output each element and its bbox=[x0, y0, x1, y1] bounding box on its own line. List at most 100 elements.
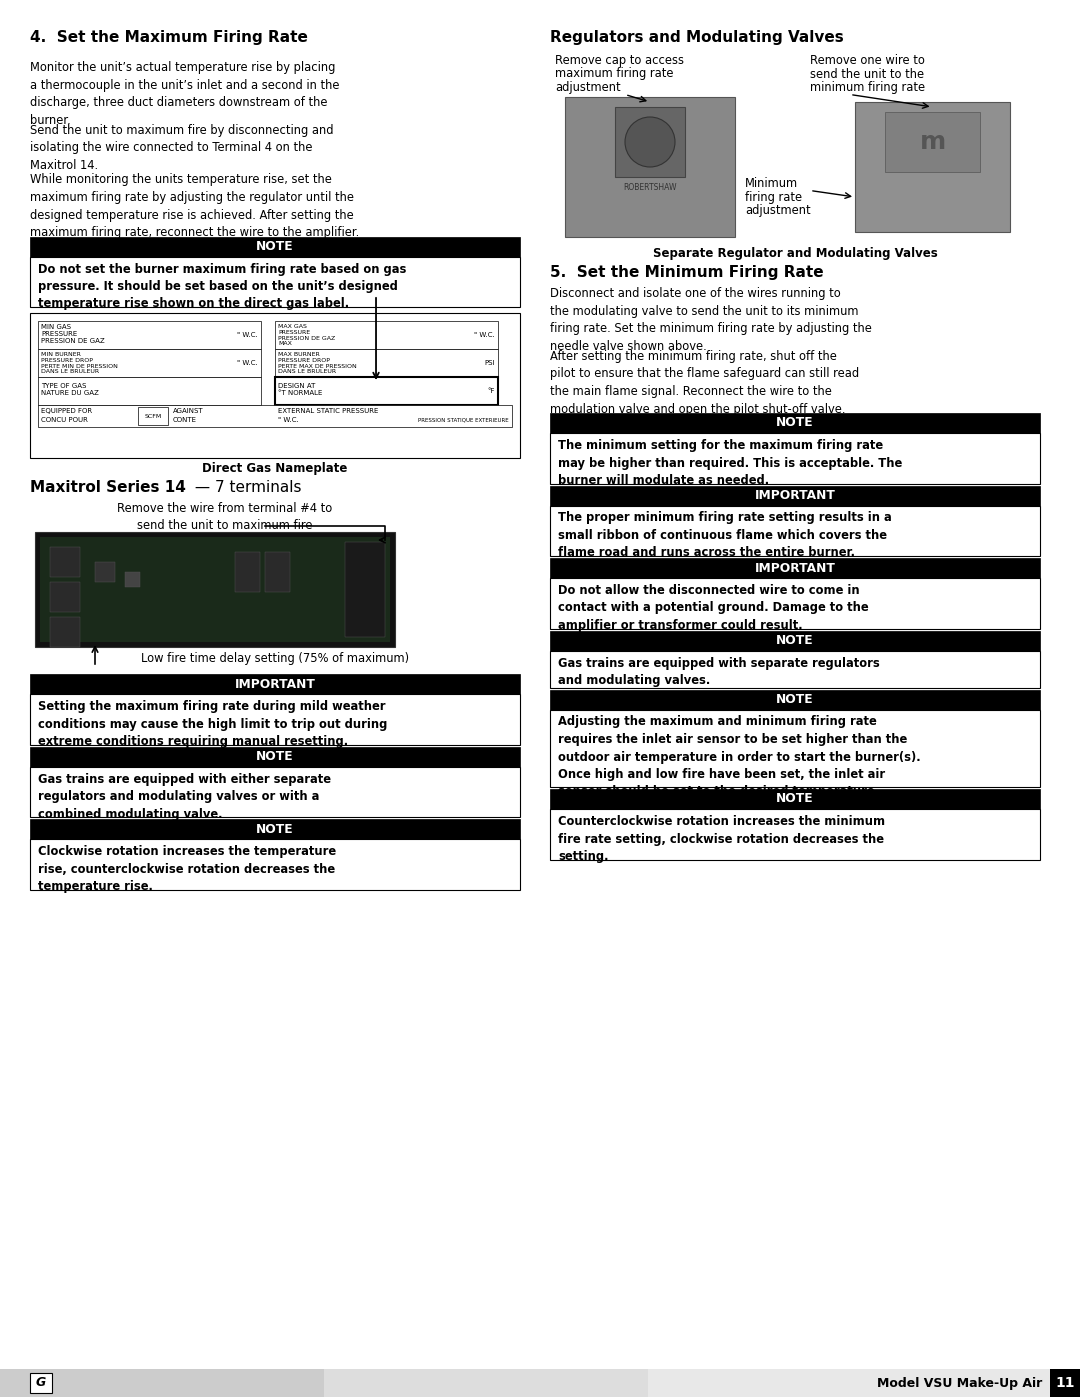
Text: 4.  Set the Maximum Firing Rate: 4. Set the Maximum Firing Rate bbox=[30, 29, 308, 45]
Bar bbox=[35, 532, 395, 647]
Text: NOTE: NOTE bbox=[256, 750, 294, 763]
Bar bbox=[550, 690, 1040, 710]
Bar bbox=[648, 1369, 1080, 1397]
Text: minimum firing rate: minimum firing rate bbox=[810, 81, 926, 94]
Bar bbox=[50, 548, 80, 577]
Text: CONTE: CONTE bbox=[173, 416, 197, 423]
Text: MIN GAS
PRESSURE
PRESSION DE GAZ: MIN GAS PRESSURE PRESSION DE GAZ bbox=[41, 324, 105, 344]
Text: Do not set the burner maximum firing rate based on gas
pressure. It should be se: Do not set the burner maximum firing rat… bbox=[38, 263, 406, 310]
Bar bbox=[550, 506, 1040, 556]
Bar bbox=[95, 562, 114, 583]
Bar bbox=[30, 1373, 52, 1393]
Text: DESIGN AT
°T NORMALE: DESIGN AT °T NORMALE bbox=[278, 383, 322, 395]
Text: Setting the maximum firing rate during mild weather
conditions may cause the hig: Setting the maximum firing rate during m… bbox=[38, 700, 388, 749]
Bar bbox=[50, 617, 80, 647]
Bar bbox=[38, 349, 260, 377]
Bar bbox=[550, 414, 1040, 433]
Bar bbox=[550, 433, 1040, 483]
Bar bbox=[30, 675, 519, 694]
Bar bbox=[550, 809, 1040, 859]
Bar bbox=[345, 542, 384, 637]
Bar bbox=[324, 1369, 1080, 1397]
Bar bbox=[550, 710, 1040, 787]
Text: ROBERTSHAW: ROBERTSHAW bbox=[623, 183, 677, 191]
Bar bbox=[275, 349, 498, 377]
Text: maximum firing rate: maximum firing rate bbox=[555, 67, 674, 81]
Bar bbox=[30, 257, 519, 307]
Text: Clockwise rotation increases the temperature
rise, counterclockwise rotation dec: Clockwise rotation increases the tempera… bbox=[38, 845, 336, 893]
Text: " W.C.: " W.C. bbox=[278, 416, 299, 423]
Text: Disconnect and isolate one of the wires running to
the modulating valve to send : Disconnect and isolate one of the wires … bbox=[550, 286, 872, 352]
Bar bbox=[615, 108, 685, 177]
Text: G: G bbox=[36, 1376, 46, 1390]
Circle shape bbox=[625, 117, 675, 168]
Bar bbox=[30, 840, 519, 890]
Text: PRESSION STATIQUE EXTERIEURE: PRESSION STATIQUE EXTERIEURE bbox=[418, 416, 509, 422]
Text: NOTE: NOTE bbox=[777, 693, 814, 705]
Text: IMPORTANT: IMPORTANT bbox=[755, 489, 836, 502]
Text: PSI: PSI bbox=[484, 360, 495, 366]
Bar bbox=[235, 552, 260, 592]
Text: " W.C.: " W.C. bbox=[474, 332, 495, 338]
Bar bbox=[275, 377, 498, 405]
Bar bbox=[30, 767, 519, 817]
Text: Minimum: Minimum bbox=[745, 177, 798, 190]
Text: While monitoring the units temperature rise, set the
maximum firing rate by adju: While monitoring the units temperature r… bbox=[30, 173, 360, 239]
Text: The proper minimum firing rate setting results in a
small ribbon of continuous f: The proper minimum firing rate setting r… bbox=[558, 511, 892, 560]
Bar bbox=[855, 102, 1010, 232]
Bar bbox=[38, 321, 260, 349]
Text: SCFM: SCFM bbox=[145, 414, 162, 419]
Text: Remove one wire to: Remove one wire to bbox=[810, 54, 924, 67]
Text: Model VSU Make-Up Air: Model VSU Make-Up Air bbox=[877, 1376, 1042, 1390]
Text: MIN BURNER
PRESSURE DROP
PERTE MIN DE PRESSION
DANS LE BRULEUR: MIN BURNER PRESSURE DROP PERTE MIN DE PR… bbox=[41, 352, 118, 374]
Text: IMPORTANT: IMPORTANT bbox=[755, 562, 836, 574]
Text: Separate Regulator and Modulating Valves: Separate Regulator and Modulating Valves bbox=[652, 247, 937, 260]
Bar bbox=[1050, 1369, 1080, 1397]
Text: EQUIPPED FOR: EQUIPPED FOR bbox=[41, 408, 92, 414]
Bar bbox=[138, 407, 168, 425]
Bar bbox=[550, 486, 1040, 506]
Text: 5.  Set the Minimum Firing Rate: 5. Set the Minimum Firing Rate bbox=[550, 265, 824, 279]
Bar bbox=[265, 552, 291, 592]
Bar bbox=[885, 112, 980, 172]
Bar bbox=[550, 651, 1040, 687]
Text: — 7 terminals: — 7 terminals bbox=[190, 481, 301, 495]
Text: Monitor the unit’s actual temperature rise by placing
a thermocouple in the unit: Monitor the unit’s actual temperature ri… bbox=[30, 61, 339, 127]
Text: firing rate: firing rate bbox=[745, 190, 802, 204]
Text: Remove cap to access: Remove cap to access bbox=[555, 54, 684, 67]
Text: NOTE: NOTE bbox=[256, 823, 294, 835]
Text: Send the unit to maximum fire by disconnecting and
isolating the wire connected : Send the unit to maximum fire by disconn… bbox=[30, 124, 334, 172]
Bar bbox=[550, 789, 1040, 809]
Bar bbox=[30, 819, 519, 840]
Bar bbox=[38, 405, 512, 427]
Text: " W.C.: " W.C. bbox=[237, 332, 258, 338]
Bar bbox=[550, 557, 1040, 578]
Text: EXTERNAL STATIC PRESSURE: EXTERNAL STATIC PRESSURE bbox=[278, 408, 378, 414]
Text: The minimum setting for the maximum firing rate
may be higher than required. Thi: The minimum setting for the maximum firi… bbox=[558, 439, 902, 488]
Text: TYPE OF GAS
NATURE DU GAZ: TYPE OF GAS NATURE DU GAZ bbox=[41, 383, 99, 395]
Text: Counterclockwise rotation increases the minimum
fire rate setting, clockwise rot: Counterclockwise rotation increases the … bbox=[558, 814, 886, 863]
Text: NOTE: NOTE bbox=[777, 634, 814, 647]
Bar bbox=[565, 96, 735, 237]
Text: NOTE: NOTE bbox=[256, 240, 294, 253]
Text: NOTE: NOTE bbox=[777, 416, 814, 429]
Bar bbox=[30, 747, 519, 767]
Text: " W.C.: " W.C. bbox=[237, 360, 258, 366]
Text: Regulators and Modulating Valves: Regulators and Modulating Valves bbox=[550, 29, 843, 45]
Bar bbox=[550, 630, 1040, 651]
Bar bbox=[30, 313, 519, 458]
Text: AGAINST: AGAINST bbox=[173, 408, 204, 414]
Bar bbox=[50, 583, 80, 612]
Bar bbox=[275, 321, 498, 349]
Text: Gas trains are equipped with separate regulators
and modulating valves.: Gas trains are equipped with separate re… bbox=[558, 657, 880, 687]
Text: Remove the wire from terminal #4 to
send the unit to maximum fire: Remove the wire from terminal #4 to send… bbox=[118, 502, 333, 532]
Text: NOTE: NOTE bbox=[777, 792, 814, 806]
Text: adjustment: adjustment bbox=[745, 204, 811, 217]
Text: IMPORTANT: IMPORTANT bbox=[234, 678, 315, 690]
Text: MAX GAS
PRESSURE
PRESSION DE GAZ
MAX: MAX GAS PRESSURE PRESSION DE GAZ MAX bbox=[278, 324, 335, 346]
Bar bbox=[125, 571, 140, 587]
Bar bbox=[550, 578, 1040, 629]
Text: Low fire time delay setting (75% of maximum): Low fire time delay setting (75% of maxi… bbox=[140, 652, 409, 665]
Bar bbox=[40, 536, 390, 643]
Text: CONCU POUR: CONCU POUR bbox=[41, 416, 87, 423]
